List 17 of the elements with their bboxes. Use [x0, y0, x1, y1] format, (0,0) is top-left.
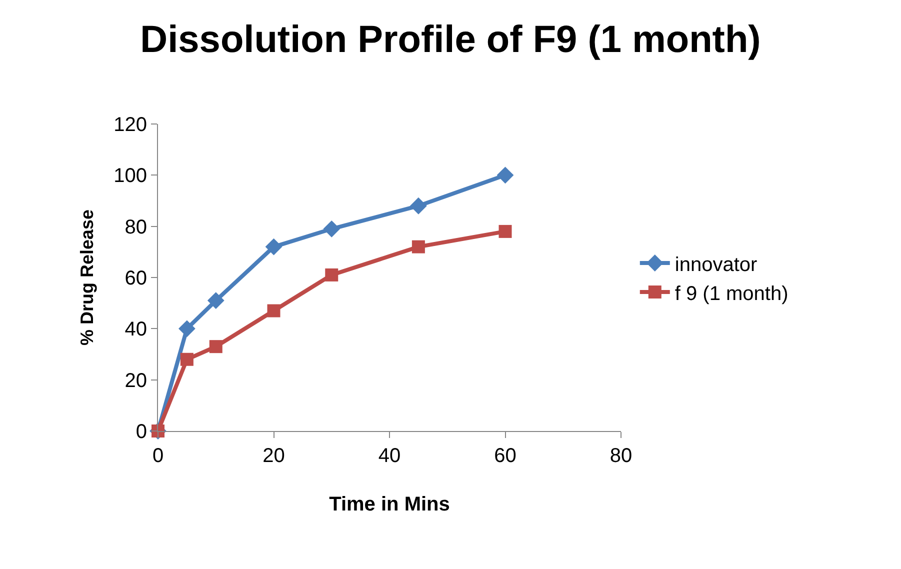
- chart-title: Dissolution Profile of F9 (1 month): [140, 19, 761, 62]
- x-axis-title: Time in Mins: [329, 494, 450, 516]
- x-tick-label: 60: [494, 445, 516, 467]
- y-axis-title: % Drug Release: [76, 209, 97, 346]
- y-tick-label: 40: [124, 318, 147, 341]
- legend-label: f 9 (1 month): [674, 282, 788, 305]
- x-tick-label: 80: [610, 445, 632, 467]
- x-tick-label: 20: [262, 445, 285, 467]
- y-tick-label: 120: [114, 114, 147, 136]
- y-tick-label: 20: [124, 370, 147, 392]
- y-tick-label: 60: [124, 268, 147, 290]
- y-tick-label: 100: [114, 165, 147, 188]
- x-tick-label: 0: [152, 445, 164, 467]
- x-tick-label: 40: [378, 445, 401, 467]
- y-tick-label: 0: [136, 421, 147, 443]
- y-tick-label: 80: [124, 216, 147, 238]
- legend-label: innovator: [674, 254, 758, 276]
